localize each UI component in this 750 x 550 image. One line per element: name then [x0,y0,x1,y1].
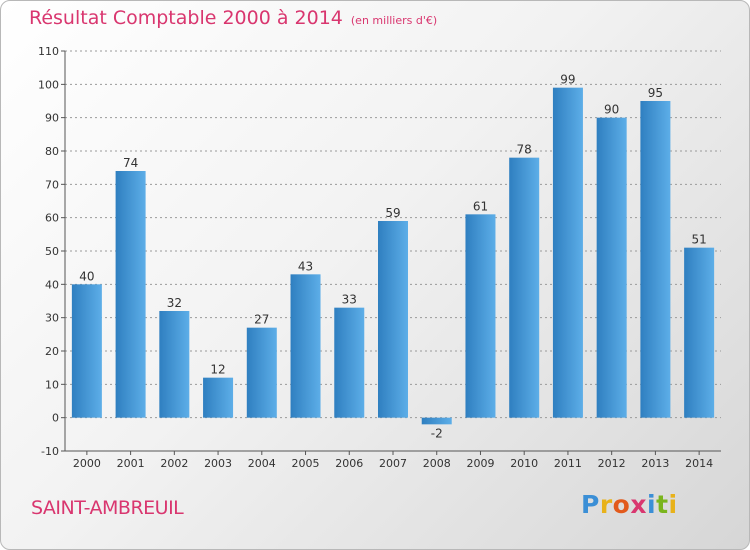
x-tick-label: 2011 [554,457,582,470]
data-label: 27 [254,313,269,327]
town-name: SAINT-AMBREUIL [31,497,184,519]
data-label: 90 [604,103,619,117]
bar-2013 [640,101,671,418]
x-tick-label: 2002 [160,457,188,470]
data-label: 51 [691,233,706,247]
bar-2004 [246,327,277,418]
bar-2008 [421,417,452,425]
logo-letter: i [668,490,678,519]
logo-letter: x [630,490,647,519]
chart-title-unit: (en milliers d'€) [350,14,438,27]
logo-letter: i [647,490,657,519]
logo-letter: o [612,490,631,519]
y-tick-label: 40 [45,278,59,291]
data-label: 74 [123,156,138,170]
x-tick-label: 2001 [117,457,145,470]
bar-2011 [552,87,583,418]
data-label: 40 [79,269,94,283]
data-label: 95 [648,86,663,100]
bar-2009 [465,214,496,418]
x-tick-label: 2010 [510,457,538,470]
x-tick-label: 2012 [598,457,626,470]
data-label: 61 [473,199,488,213]
y-tick-label: 30 [45,312,59,325]
x-tick-label: 2009 [466,457,494,470]
x-tick-label: 2008 [423,457,451,470]
data-label: 59 [385,206,400,220]
y-tick-label: 70 [45,178,59,191]
y-tick-label: -10 [41,445,59,458]
y-tick-label: 100 [38,78,59,91]
label-layer: 40 74 32 12 27 43 33 59 -2 61 78 99 90 95 51 [79,73,707,441]
data-label: 33 [342,293,357,307]
data-label: 12 [210,363,225,377]
chart-title: Résultat Comptable 2000 à 2014 (en millie… [29,7,437,29]
data-label: 99 [560,73,575,87]
data-label: -2 [431,426,443,440]
bar-2001 [115,171,146,418]
bar-2005 [290,274,321,418]
bar-2003 [203,377,234,418]
bar-2000 [71,284,102,418]
y-tick-label: 80 [45,145,59,158]
y-tick-label: 50 [45,245,59,258]
chart-title-main: Résultat Comptable 2000 à 2014 [29,7,343,29]
logo-letter: P [581,490,600,519]
x-tick-label: 2013 [641,457,669,470]
x-tick-label: 2006 [335,457,363,470]
axis-layer: -10 0 10 20 30 40 50 60 70 80 90 100 110 2000 2001 2002… [38,45,721,470]
proxiti-logo: Proxiti [581,490,678,519]
y-tick-label: 0 [52,412,59,425]
y-tick-label: 60 [45,212,59,225]
y-tick-label: 10 [45,378,59,391]
x-tick-label: 2005 [292,457,320,470]
bar-layer [71,87,715,425]
x-tick-label: 2000 [73,457,101,470]
x-tick-label: 2003 [204,457,232,470]
y-tick-label: 90 [45,112,59,125]
data-label: 78 [517,143,532,157]
x-tick-label: 2014 [685,457,713,470]
bar-2007 [378,221,408,418]
bar-2010 [509,157,540,418]
data-label: 32 [167,296,182,310]
bar-2014 [684,247,715,418]
y-tick-label: 110 [38,45,59,58]
x-tick-label: 2007 [379,457,407,470]
data-label: 43 [298,259,313,273]
logo-letter: t [656,490,669,519]
y-tick-label: 20 [45,345,59,358]
logo-letter: r [599,490,613,519]
bar-2002 [159,311,190,418]
bar-2012 [596,117,627,418]
x-tick-label: 2004 [248,457,276,470]
bar-2006 [334,307,365,418]
